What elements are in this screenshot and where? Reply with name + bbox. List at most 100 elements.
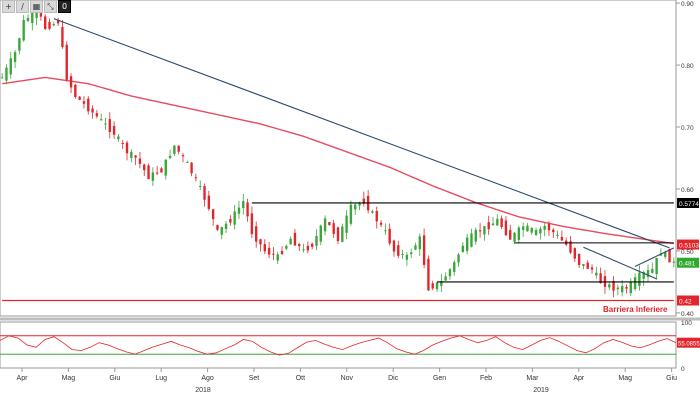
candle-body <box>52 24 56 26</box>
candle-body <box>242 201 245 209</box>
x-tick-label-set: Set <box>249 375 260 382</box>
price-tag-label: 0.42 <box>679 299 692 306</box>
candle-body <box>444 276 447 281</box>
candle-body <box>9 58 12 75</box>
candle-body <box>194 177 198 179</box>
year-label-2018: 2018 <box>195 387 211 394</box>
candle-body <box>668 248 671 263</box>
menu-icon[interactable]: 0 <box>58 0 71 13</box>
candle-body <box>216 225 219 230</box>
candle-body <box>199 185 202 187</box>
candle-body <box>599 273 602 284</box>
x-tick-label-mar: Mar <box>526 375 539 382</box>
y-tick-label: 0.60 <box>681 187 694 194</box>
candle-body <box>577 253 581 265</box>
candle-body <box>586 262 589 269</box>
candle-body <box>405 254 409 260</box>
candle-body <box>151 172 155 181</box>
candle-body <box>108 119 111 132</box>
candle-body <box>69 76 73 88</box>
candle-body <box>336 227 340 242</box>
candle-body <box>130 151 133 158</box>
x-tick-label-apr: Apr <box>17 375 29 382</box>
candle-body <box>539 228 542 234</box>
candle-body <box>285 245 288 249</box>
price-tag-0.42 <box>677 295 699 306</box>
indicator-plot-frame <box>0 321 677 369</box>
candle-body <box>328 222 331 226</box>
indicator-value-tag <box>677 337 700 348</box>
candle-body <box>582 264 585 267</box>
candle-body <box>500 218 503 227</box>
candle-body <box>440 280 443 286</box>
short-trend-line-1 <box>583 246 657 280</box>
candle-body <box>246 202 249 217</box>
candle-body <box>345 215 348 233</box>
candle-body <box>134 155 137 158</box>
moving-average-line <box>2 76 674 245</box>
candle-body <box>332 223 335 234</box>
candle-body <box>517 227 521 240</box>
pencil-icon[interactable]: ∕ <box>16 0 29 13</box>
price-tag-0.481 <box>677 257 699 268</box>
x-tick-label-mag: Mag <box>618 375 632 382</box>
candle-body <box>78 96 81 100</box>
candle-body <box>280 251 284 254</box>
downtrend-line <box>53 18 670 249</box>
chart-toolbar: + ∕ ▦ ⤡ 0 <box>2 0 71 13</box>
candle-body <box>612 281 615 291</box>
candle-body <box>590 267 594 270</box>
y-tick-label: 0.90 <box>681 1 694 8</box>
short-trend-line-2 <box>634 247 675 267</box>
candle-body <box>620 286 624 293</box>
candle-body <box>530 228 533 233</box>
candle-body <box>573 248 576 259</box>
candle-body <box>638 272 641 287</box>
x-tick-label-lug: Lug <box>155 375 167 382</box>
candle-body <box>26 17 30 21</box>
candle-body <box>233 211 236 225</box>
candle-body <box>56 20 60 24</box>
candle-body <box>224 223 228 229</box>
candle-body <box>629 281 632 294</box>
grid-icon[interactable]: ▦ <box>30 0 43 13</box>
candle-body <box>457 254 460 263</box>
candle-body <box>289 238 292 245</box>
x-tick-label-giu: Giu <box>666 375 677 382</box>
y-tick-label: 0.70 <box>681 125 694 132</box>
candle-body <box>487 222 490 230</box>
candle-body <box>147 165 150 180</box>
candle-body <box>431 283 434 289</box>
expand-icon[interactable]: ⤡ <box>44 0 57 13</box>
candle-body <box>315 235 318 246</box>
candle-body <box>74 84 77 97</box>
candle-body <box>91 108 94 113</box>
x-tick-label-dic: Dic <box>388 375 399 382</box>
candle-body <box>642 272 645 279</box>
candle-body <box>22 20 25 41</box>
candle-body <box>672 261 676 263</box>
candle-body <box>461 245 465 253</box>
candle-body <box>104 123 107 125</box>
candle-body <box>470 233 473 247</box>
candle-body <box>478 230 482 232</box>
candle-body <box>358 203 361 206</box>
candle-body <box>397 245 400 256</box>
candle-body <box>362 198 366 204</box>
candle-body <box>65 44 68 80</box>
indicator-y-tick-label: 100 <box>681 320 692 327</box>
candle-body <box>375 210 378 222</box>
candle-body <box>646 269 650 277</box>
plus-icon[interactable]: + <box>2 0 15 13</box>
candle-body <box>418 236 421 250</box>
candle-body <box>155 172 159 174</box>
candle-body <box>379 222 383 225</box>
candle-body <box>48 21 51 29</box>
candle-body <box>190 162 193 174</box>
candle-body <box>496 218 499 226</box>
candle-body <box>259 239 262 245</box>
price-tag-label: 0.5774 <box>679 201 699 208</box>
candle-body <box>547 224 551 231</box>
candle-body <box>371 211 374 213</box>
candle-body <box>388 228 391 244</box>
